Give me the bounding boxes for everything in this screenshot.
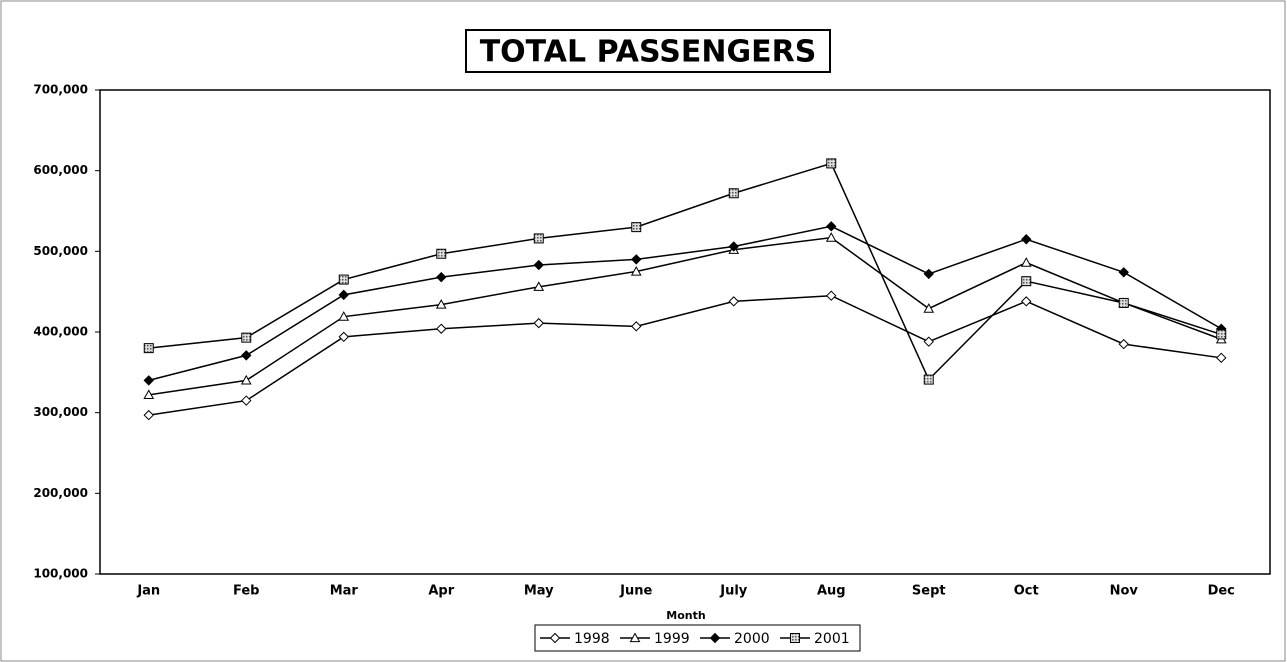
series-line	[148, 236, 1222, 396]
marker	[728, 296, 739, 307]
marker	[143, 375, 154, 386]
marker	[338, 289, 349, 301]
x-tick-label: Jan	[136, 584, 160, 599]
marker	[728, 188, 739, 199]
marker	[631, 321, 642, 332]
x-tick-label: Apr	[428, 584, 454, 599]
marker	[143, 409, 154, 421]
marker	[436, 271, 447, 283]
x-tick-label: Nov	[1110, 584, 1139, 599]
marker	[1021, 234, 1032, 245]
x-tick-label: Feb	[233, 584, 259, 599]
marker	[436, 323, 447, 334]
marker	[143, 389, 155, 400]
marker	[923, 336, 934, 347]
x-axis-label: Month	[666, 609, 705, 622]
legend-marker	[709, 632, 721, 644]
marker	[923, 303, 935, 313]
marker	[826, 221, 837, 232]
marker	[631, 222, 642, 233]
y-tick-label: 700,000	[33, 83, 88, 97]
marker	[338, 331, 349, 343]
legend-label: 2000	[734, 631, 770, 647]
y-tick-label: 500,000	[33, 244, 88, 258]
marker	[728, 241, 739, 252]
marker	[435, 299, 447, 309]
marker	[1021, 276, 1032, 287]
series-line	[148, 225, 1222, 382]
marker	[923, 374, 934, 385]
marker	[533, 281, 545, 291]
x-tick-label: June	[619, 584, 652, 599]
y-tick-label: 100,000	[33, 567, 88, 581]
series-line	[148, 162, 1222, 381]
marker	[1118, 338, 1129, 350]
marker	[1118, 267, 1129, 278]
y-tick-label: 600,000	[33, 163, 88, 177]
y-tick-label: 300,000	[33, 405, 88, 419]
x-tick-label: Mar	[330, 584, 359, 599]
marker	[1216, 352, 1227, 364]
marker	[630, 265, 642, 276]
marker	[1118, 297, 1129, 308]
legend-marker	[549, 632, 561, 644]
x-tick-label: July	[719, 584, 748, 599]
y-tick-label: 200,000	[33, 486, 88, 500]
marker	[241, 350, 252, 361]
marker	[533, 259, 544, 271]
x-tick-label: Aug	[817, 584, 846, 599]
legend-marker	[629, 632, 641, 643]
marker	[338, 274, 349, 285]
marker	[1021, 296, 1032, 307]
marker	[826, 290, 837, 301]
series-line	[148, 294, 1222, 416]
x-tick-label: Oct	[1014, 584, 1039, 599]
marker	[436, 248, 447, 259]
legend-label: 2001	[814, 631, 850, 647]
legend-label: 1998	[574, 631, 610, 647]
y-tick-label: 400,000	[33, 325, 88, 339]
title-box	[465, 29, 831, 73]
marker	[826, 158, 837, 169]
marker	[1020, 257, 1032, 267]
chart-title: TOTAL PASSENGERS	[480, 35, 817, 70]
marker	[143, 343, 154, 354]
marker	[533, 233, 544, 244]
x-tick-label: Dec	[1208, 584, 1235, 599]
legend-label: 1999	[654, 631, 690, 647]
marker	[240, 374, 252, 385]
marker	[631, 254, 642, 265]
marker	[1216, 329, 1227, 340]
marker	[825, 232, 837, 242]
marker	[241, 332, 252, 343]
x-tick-label: Sept	[912, 584, 946, 599]
x-tick-label: May	[524, 584, 554, 599]
legend-marker	[790, 633, 800, 643]
marker	[241, 395, 252, 406]
marker	[338, 311, 350, 321]
marker	[533, 317, 544, 329]
marker	[923, 268, 934, 280]
